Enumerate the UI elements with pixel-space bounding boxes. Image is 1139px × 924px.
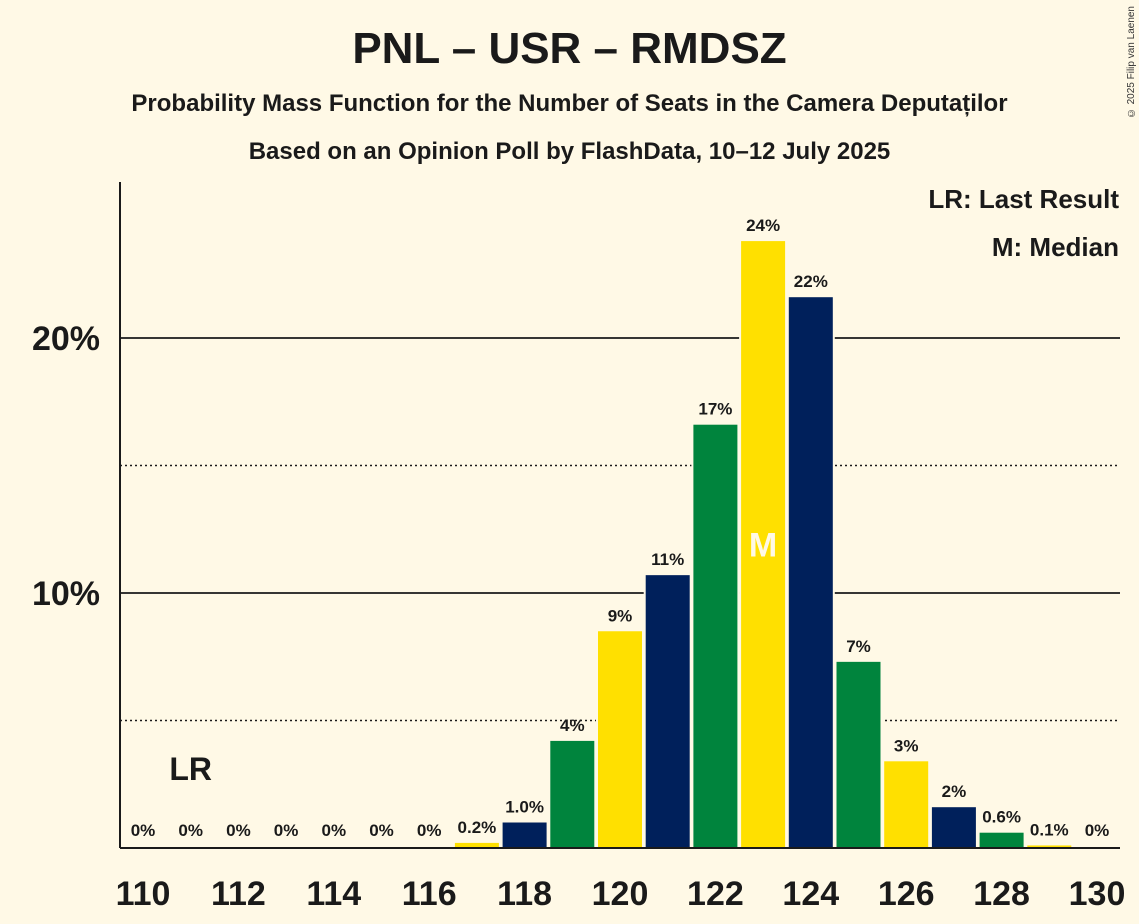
bar-value-label: 11% [651,550,684,569]
bar-value-label: 22% [794,272,828,291]
chart-title: PNL – USR – RMDSZ [352,24,787,73]
bar [836,661,881,848]
bar-value-label: 0% [322,821,347,840]
bar-value-label: 9% [608,606,633,625]
x-tick-label: 130 [1069,875,1126,913]
chart-source-line: Based on an Opinion Poll by FlashData, 1… [248,138,891,165]
bar [598,631,642,848]
bar [645,575,690,848]
y-tick-label: 10% [32,575,100,613]
bar [931,807,976,848]
bar [693,424,738,848]
bar [1027,845,1072,848]
bar [884,761,929,848]
bar-value-label: 17% [698,400,732,419]
x-tick-label: 128 [973,875,1030,913]
bar-value-label: 24% [746,216,780,235]
bar [741,241,786,849]
bar-value-label: 0% [369,821,394,840]
bar-value-label: 2% [942,782,967,801]
bar-value-label: 0% [274,821,299,840]
x-tick-label: 126 [878,875,935,913]
bar-value-label: 0% [1085,821,1110,840]
bar-value-label: 0% [417,821,442,840]
last-result-marker: LR [169,751,212,787]
bar [979,832,1024,848]
bar-value-label: 0% [178,821,203,840]
bar-value-label: 0% [226,821,251,840]
bar-value-label: 7% [846,637,871,656]
bar [502,822,547,848]
x-tick-label: 120 [592,875,649,913]
x-tick-label: 114 [306,875,361,913]
bar-value-label: 0.6% [982,808,1021,827]
legend-last-result: LR: Last Result [928,184,1119,214]
bar-value-label: 0% [131,821,156,840]
bar [454,842,499,848]
bar-value-label: 0.2% [458,818,497,837]
chart-subtitle: Probability Mass Function for the Number… [131,90,1008,117]
y-tick-label: 20% [32,320,100,358]
legend-median: M: Median [991,232,1119,262]
bar-value-label: 0.1% [1030,820,1069,839]
x-tick-label: 122 [687,875,744,913]
x-tick-label: 118 [497,875,552,913]
bar [788,297,833,848]
bar-value-label: 3% [894,736,919,755]
bar-value-label: 1.0% [505,798,544,817]
x-tick-label: 112 [211,875,266,913]
x-tick-label: 116 [402,875,457,913]
bar [550,740,595,848]
bar-value-label: 4% [560,716,585,735]
x-tick-label: 124 [782,875,839,913]
x-tick-label: 110 [116,875,171,913]
median-marker: M [749,527,777,565]
